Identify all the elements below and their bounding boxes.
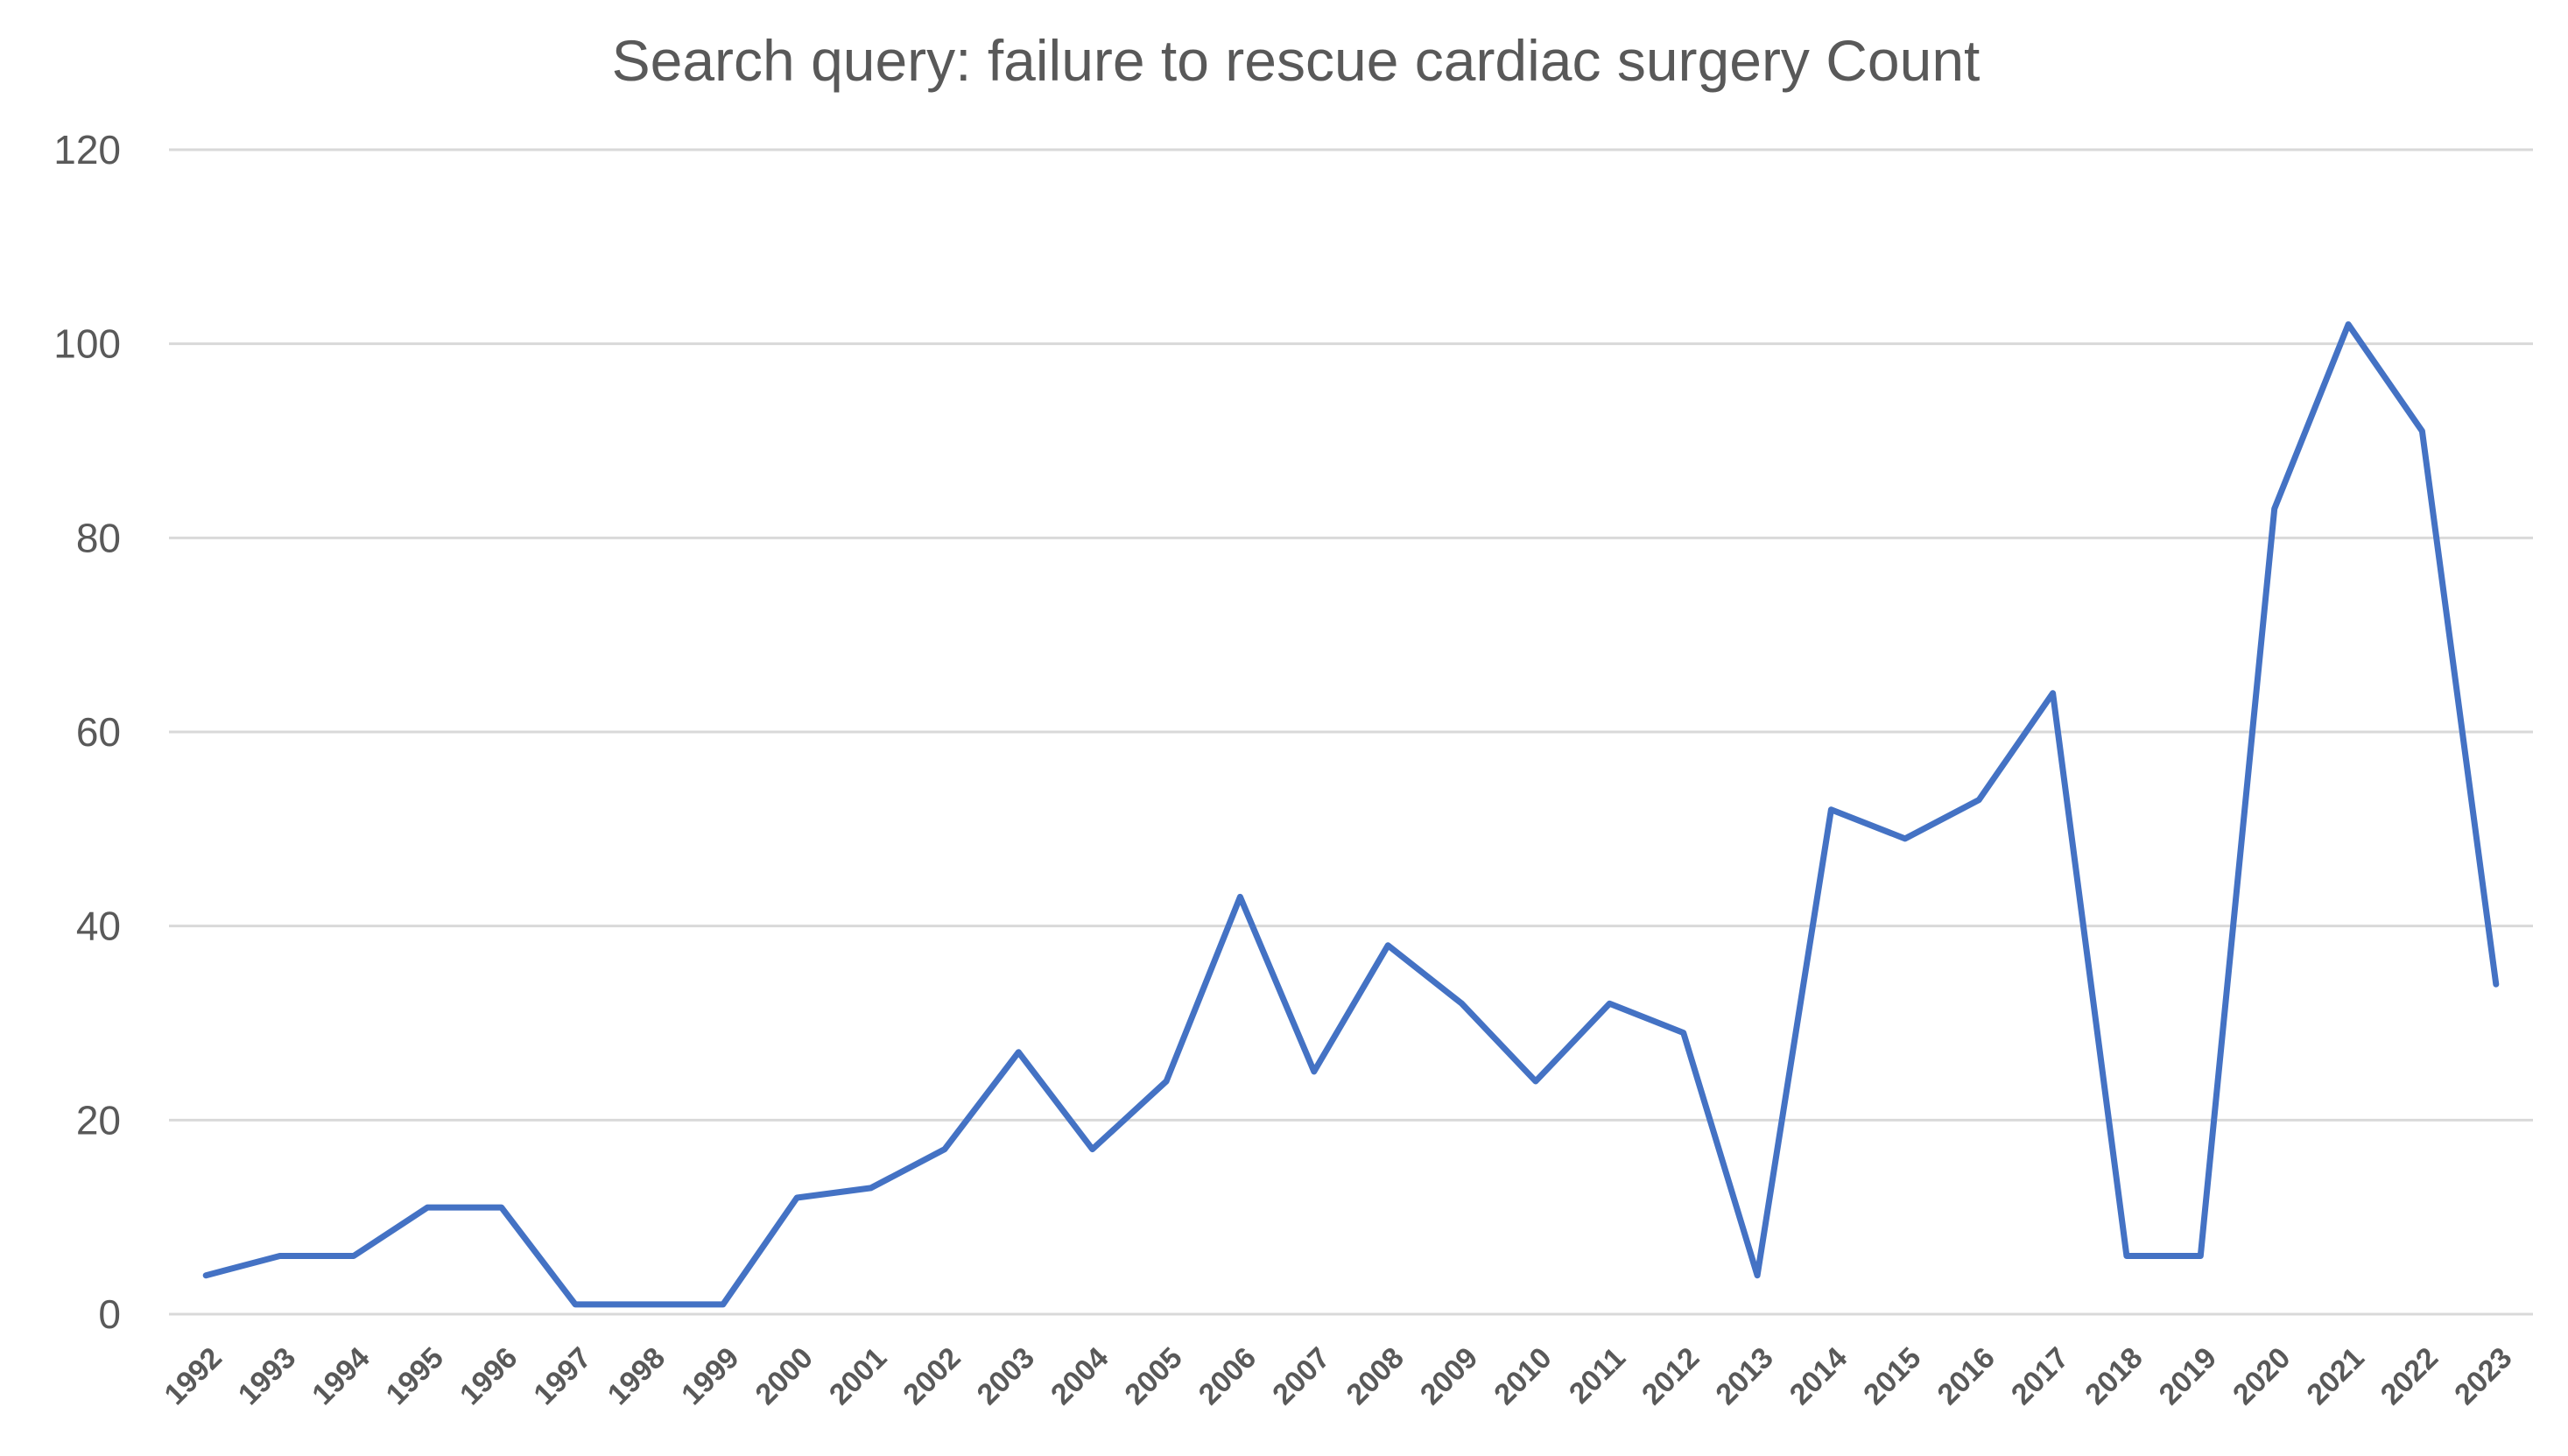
data-point bbox=[2419, 428, 2424, 433]
data-point bbox=[1237, 894, 1242, 899]
x-tick-label: 2021 bbox=[2300, 1341, 2370, 1411]
data-point bbox=[1828, 807, 1833, 812]
data-point bbox=[1607, 1001, 1612, 1006]
x-tick-label: 2002 bbox=[897, 1341, 967, 1411]
data-point bbox=[425, 1205, 430, 1210]
x-tick-label: 1998 bbox=[602, 1341, 672, 1411]
x-tick-label: 1995 bbox=[380, 1341, 450, 1411]
y-tick-label: 40 bbox=[76, 904, 121, 949]
data-point bbox=[278, 1254, 283, 1259]
x-tick-label: 2005 bbox=[1118, 1341, 1188, 1411]
x-tick-label: 2020 bbox=[2227, 1341, 2297, 1411]
data-point bbox=[1460, 1001, 1465, 1006]
y-tick-label: 20 bbox=[76, 1097, 121, 1143]
x-tick-label: 2009 bbox=[1414, 1341, 1484, 1411]
data-point bbox=[2494, 981, 2499, 987]
series-layer bbox=[202, 321, 2500, 1308]
data-point bbox=[1755, 1273, 1760, 1278]
x-tick-label: 1993 bbox=[232, 1341, 302, 1411]
y-tick-label: 120 bbox=[53, 127, 121, 172]
x-tick-label: 2013 bbox=[1709, 1341, 1779, 1411]
x-tick-label: 1996 bbox=[454, 1341, 524, 1411]
data-point bbox=[794, 1195, 799, 1200]
x-tick-label: 2007 bbox=[1266, 1341, 1336, 1411]
x-tick-label: 1999 bbox=[675, 1341, 745, 1411]
x-tick-label: 2011 bbox=[1563, 1341, 1632, 1410]
data-point bbox=[1016, 1050, 1021, 1055]
x-tick-label: 2012 bbox=[1636, 1341, 1706, 1411]
data-point bbox=[942, 1147, 947, 1152]
data-point bbox=[2124, 1254, 2129, 1259]
x-tick-label: 2003 bbox=[971, 1341, 1041, 1411]
x-tick-label: 2014 bbox=[1784, 1341, 1854, 1411]
data-point bbox=[2272, 506, 2277, 511]
data-point bbox=[573, 1302, 578, 1307]
gridlines bbox=[169, 148, 2533, 1316]
chart-title: Search query: failure to rescue cardiac … bbox=[612, 28, 1981, 93]
x-tick-label: 2004 bbox=[1045, 1341, 1115, 1411]
x-tick-label: 2001 bbox=[823, 1341, 893, 1411]
data-point bbox=[646, 1302, 651, 1307]
x-tick-label: 1992 bbox=[158, 1341, 228, 1411]
y-tick-label: 60 bbox=[76, 709, 121, 755]
data-point bbox=[1385, 943, 1390, 948]
x-tick-label: 2022 bbox=[2375, 1341, 2445, 1411]
data-point bbox=[1164, 1079, 1169, 1084]
data-point bbox=[721, 1302, 726, 1307]
x-axis-ticks: 1992 1993 1994 1995 1996 1997 1998 1999 2000 2001… bbox=[158, 1341, 2518, 1411]
x-tick-label: 1997 bbox=[527, 1341, 597, 1411]
data-point bbox=[2198, 1254, 2203, 1259]
data-point bbox=[1976, 798, 1981, 803]
data-point bbox=[1312, 1069, 1317, 1074]
x-tick-label: 2019 bbox=[2153, 1341, 2223, 1411]
y-tick-label: 80 bbox=[76, 515, 121, 560]
data-point bbox=[2051, 691, 2056, 696]
data-point bbox=[1090, 1147, 1095, 1152]
x-tick-label: 2008 bbox=[1340, 1341, 1410, 1411]
y-axis-ticks: 0 20 40 60 80 100 120 bbox=[53, 127, 121, 1337]
x-tick-label: 2000 bbox=[749, 1341, 819, 1411]
data-point bbox=[869, 1185, 874, 1191]
x-tick-label: 1994 bbox=[306, 1341, 376, 1411]
x-tick-label: 2016 bbox=[1931, 1341, 2001, 1411]
x-tick-label: 2017 bbox=[2005, 1341, 2075, 1411]
x-tick-label: 2010 bbox=[1488, 1341, 1558, 1411]
x-tick-label: 2015 bbox=[1857, 1341, 1927, 1411]
data-point bbox=[1533, 1079, 1538, 1084]
y-tick-label: 0 bbox=[98, 1291, 121, 1337]
data-point bbox=[203, 1273, 208, 1278]
x-tick-label: 2018 bbox=[2079, 1341, 2149, 1411]
data-point bbox=[1681, 1030, 1686, 1036]
data-point bbox=[499, 1205, 504, 1210]
x-tick-label: 2023 bbox=[2448, 1341, 2518, 1411]
data-point bbox=[351, 1254, 356, 1259]
series-line-count bbox=[202, 321, 2500, 1308]
y-tick-label: 100 bbox=[53, 321, 121, 367]
data-point bbox=[2346, 322, 2351, 327]
data-point bbox=[1903, 836, 1908, 841]
x-tick-label: 2006 bbox=[1193, 1341, 1263, 1411]
